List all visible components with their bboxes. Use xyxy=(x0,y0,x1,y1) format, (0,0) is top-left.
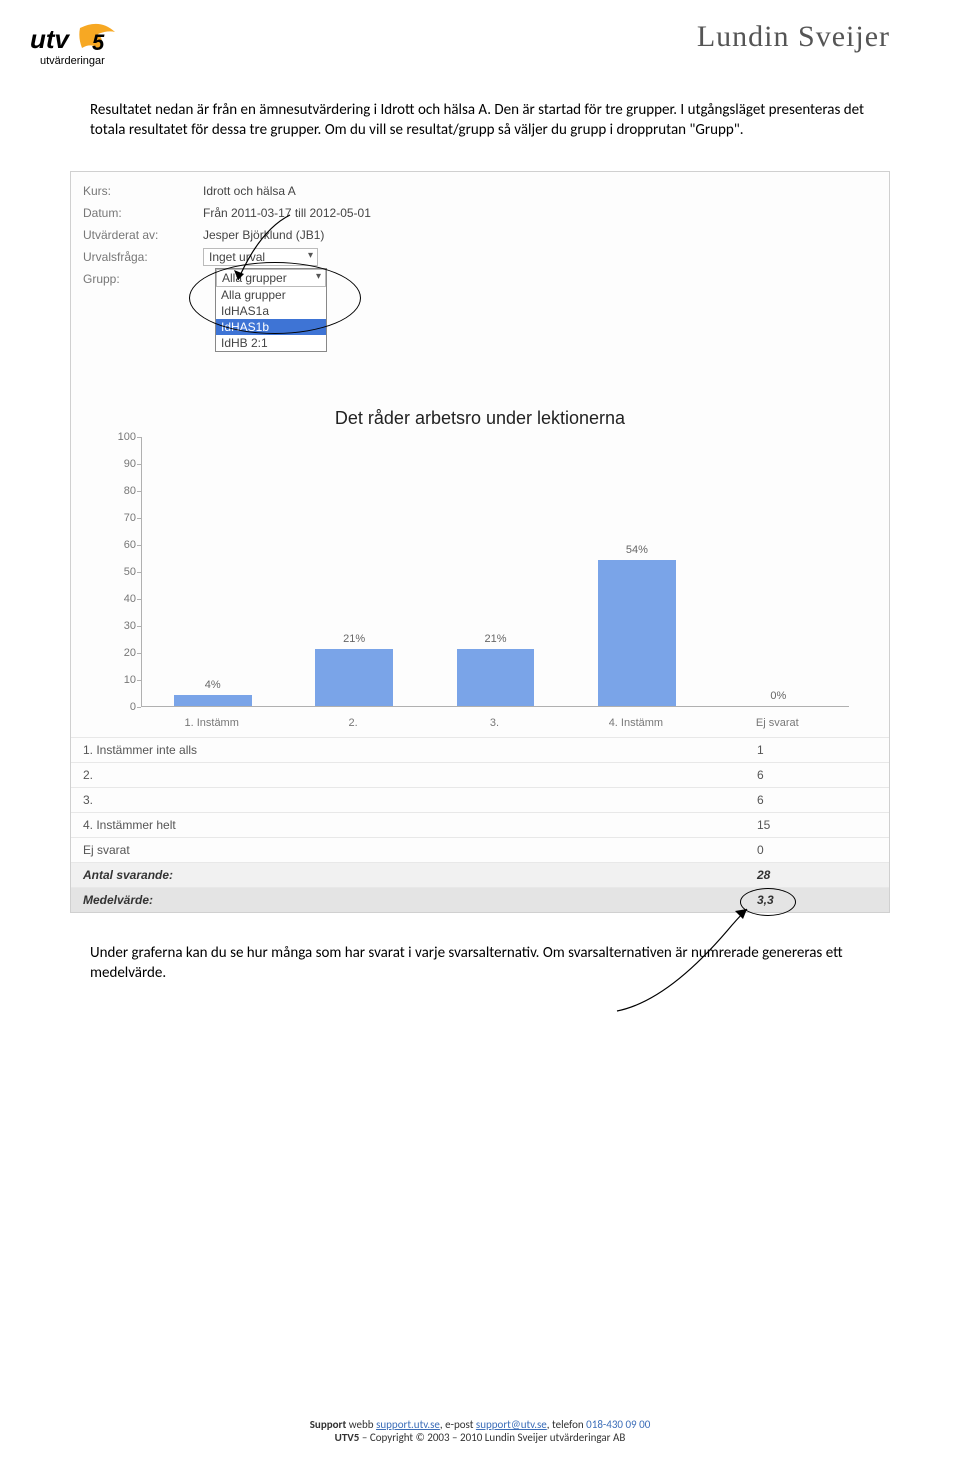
ytick-label: 10 xyxy=(106,674,136,686)
bar-value-label: 0% xyxy=(770,690,786,702)
results-table: 1. Instämmer inte alls12.63.64. Instämme… xyxy=(71,737,889,912)
utv5-logo: utv 5 utvärderingar xyxy=(30,20,160,80)
chart-bar xyxy=(457,649,535,706)
ytick-label: 20 xyxy=(106,647,136,659)
ytick-label: 70 xyxy=(106,512,136,524)
ytick-label: 0 xyxy=(106,701,136,713)
table-row: 1. Instämmer inte alls1 xyxy=(71,737,889,762)
grupp-option[interactable]: Alla grupper xyxy=(216,287,326,303)
lundin-sveijer-logo: Lundin Sveijer xyxy=(697,20,890,54)
grupp-option[interactable]: IdHB 2:1 xyxy=(216,335,326,351)
ytick-label: 90 xyxy=(106,458,136,470)
grupp-dropdown[interactable]: Alla grupper Alla grupper IdHAS1a IdHAS1… xyxy=(215,268,327,352)
kurs-label: Kurs: xyxy=(83,184,203,198)
xtick-label: 4. Instämm xyxy=(609,717,663,729)
xtick-label: 2. xyxy=(349,717,358,729)
chart-bar xyxy=(315,649,393,706)
table-row: 3.6 xyxy=(71,787,889,812)
xtick-label: Ej svarat xyxy=(756,717,799,729)
ytick-label: 40 xyxy=(106,593,136,605)
bar-value-label: 54% xyxy=(626,544,648,556)
intro-paragraph: Resultatet nedan är från en ämnesutvärde… xyxy=(0,90,960,151)
table-mean-row: Medelvärde:3,3 xyxy=(71,887,889,912)
ytick-label: 30 xyxy=(106,620,136,632)
grupp-dropdown-current[interactable]: Alla grupper xyxy=(216,269,326,287)
urval-label: Urvalsfråga: xyxy=(83,250,203,264)
datum-label: Datum: xyxy=(83,206,203,220)
bar-value-label: 21% xyxy=(484,633,506,645)
bar-value-label: 4% xyxy=(205,679,221,691)
support-email-link[interactable]: support@utv.se xyxy=(476,1418,547,1431)
ytick-label: 50 xyxy=(106,566,136,578)
grupp-option-selected[interactable]: IdHAS1b xyxy=(216,319,326,335)
chart-bar xyxy=(598,560,676,706)
datum-value: Från 2011-03-17 till 2012-05-01 xyxy=(203,206,371,220)
page-footer: Support webb support.utv.se, e-post supp… xyxy=(0,1418,960,1444)
grupp-option[interactable]: IdHAS1a xyxy=(216,303,326,319)
xtick-label: 1. Instämm xyxy=(184,717,238,729)
table-row: Ej svarat0 xyxy=(71,837,889,862)
results-screenshot: Kurs: Idrott och hälsa A Datum: Från 201… xyxy=(70,171,890,913)
kurs-value: Idrott och hälsa A xyxy=(203,184,296,198)
utvarderat-label: Utvärderat av: xyxy=(83,228,203,242)
urval-select[interactable]: Inget urval xyxy=(203,248,318,266)
bar-chart: 4%21%21%54%0% 01020304050607080901001. I… xyxy=(101,437,859,737)
svg-text:utvärderingar: utvärderingar xyxy=(40,55,105,67)
chart-title: Det råder arbetsro under lektionerna xyxy=(71,408,889,429)
ytick-label: 80 xyxy=(106,485,136,497)
utvarderat-value: Jesper Björklund (JB1) xyxy=(203,228,324,242)
ytick-label: 60 xyxy=(106,539,136,551)
svg-text:5: 5 xyxy=(92,30,105,55)
support-web-link[interactable]: support.utv.se xyxy=(376,1418,440,1431)
xtick-label: 3. xyxy=(490,717,499,729)
below-chart-paragraph: Under graferna kan du se hur många som h… xyxy=(0,913,960,994)
grupp-label: Grupp: xyxy=(83,272,203,286)
table-row: 4. Instämmer helt15 xyxy=(71,812,889,837)
table-total-row: Antal svarande:28 xyxy=(71,862,889,887)
bar-value-label: 21% xyxy=(343,633,365,645)
svg-text:utv: utv xyxy=(30,24,71,54)
ytick-label: 100 xyxy=(106,431,136,443)
table-row: 2.6 xyxy=(71,762,889,787)
chart-bar xyxy=(174,695,252,706)
